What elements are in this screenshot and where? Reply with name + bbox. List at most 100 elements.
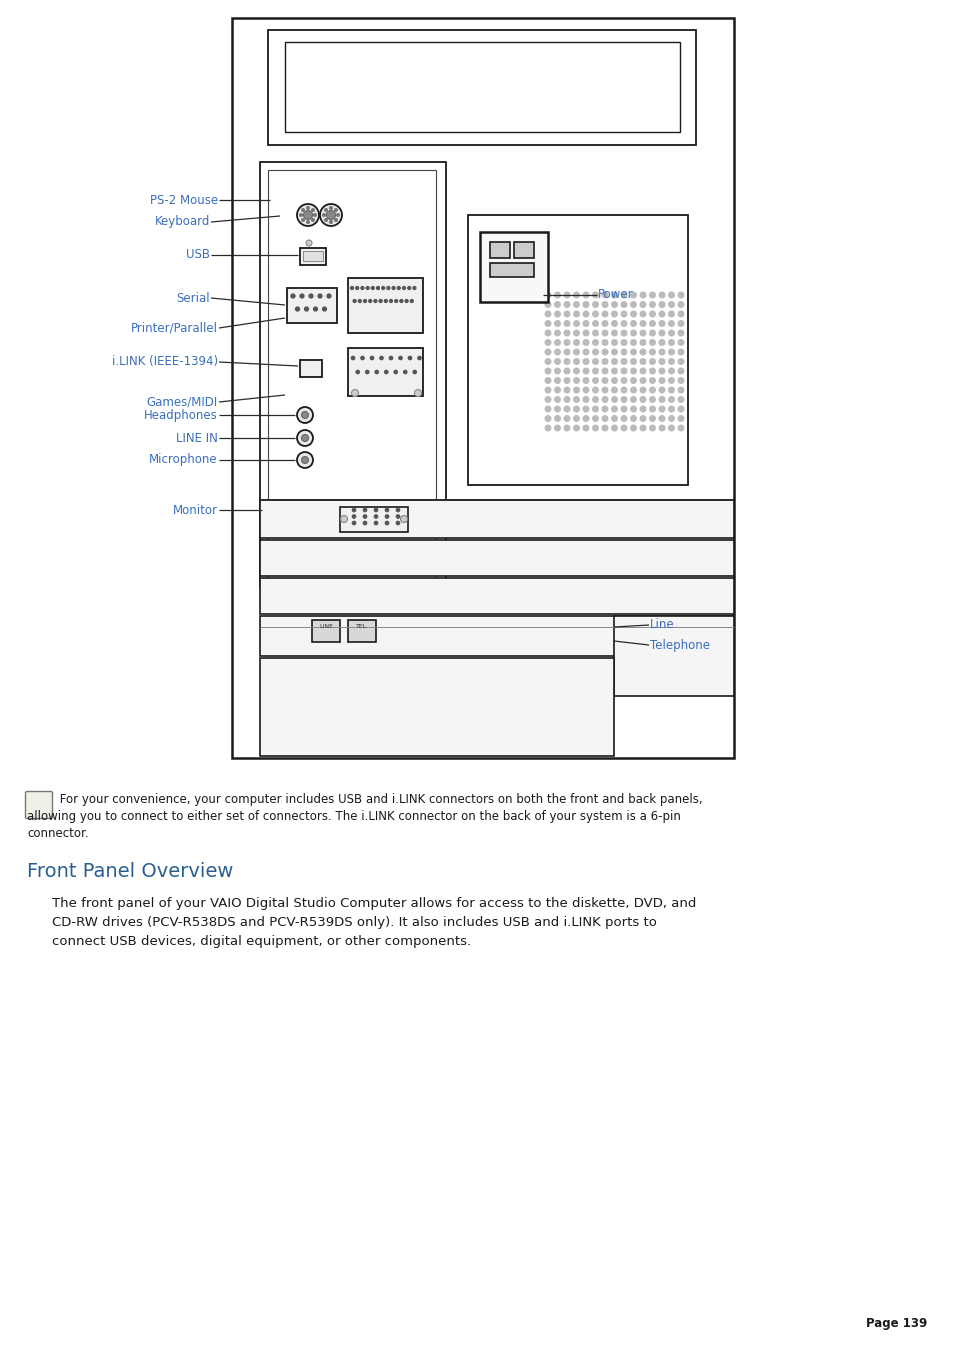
- Text: Printer/Parallel: Printer/Parallel: [131, 322, 218, 335]
- Circle shape: [544, 396, 551, 403]
- Circle shape: [619, 330, 627, 336]
- Circle shape: [648, 405, 656, 412]
- Bar: [514, 242, 534, 258]
- Circle shape: [544, 292, 551, 299]
- Circle shape: [554, 386, 560, 393]
- Circle shape: [405, 300, 408, 303]
- Circle shape: [330, 220, 332, 223]
- Circle shape: [601, 396, 608, 403]
- Circle shape: [352, 508, 355, 512]
- Circle shape: [414, 389, 421, 396]
- Circle shape: [667, 367, 675, 374]
- Circle shape: [413, 286, 416, 289]
- Circle shape: [319, 204, 341, 226]
- Circle shape: [610, 349, 618, 355]
- Circle shape: [648, 311, 656, 317]
- Circle shape: [573, 424, 579, 431]
- Circle shape: [619, 367, 627, 374]
- Circle shape: [544, 320, 551, 327]
- Circle shape: [677, 349, 684, 355]
- Circle shape: [363, 300, 366, 303]
- Circle shape: [582, 301, 589, 308]
- Circle shape: [384, 300, 387, 303]
- Circle shape: [573, 339, 579, 346]
- Circle shape: [619, 386, 627, 393]
- Bar: [614, 616, 733, 696]
- Circle shape: [413, 370, 416, 373]
- Circle shape: [619, 377, 627, 384]
- Circle shape: [573, 377, 579, 384]
- Circle shape: [648, 358, 656, 365]
- Text: Line: Line: [649, 619, 674, 631]
- Circle shape: [639, 405, 646, 412]
- Circle shape: [648, 377, 656, 384]
- Circle shape: [619, 349, 627, 355]
- Circle shape: [363, 515, 366, 517]
- Circle shape: [318, 295, 321, 297]
- Circle shape: [667, 377, 675, 384]
- Circle shape: [658, 386, 665, 393]
- Circle shape: [610, 386, 618, 393]
- Text: Keyboard: Keyboard: [154, 216, 210, 228]
- Circle shape: [403, 370, 406, 373]
- Circle shape: [592, 415, 598, 422]
- Circle shape: [619, 396, 627, 403]
- Text: Page 139: Page 139: [864, 1317, 926, 1329]
- Circle shape: [335, 219, 336, 222]
- Circle shape: [677, 396, 684, 403]
- Circle shape: [358, 300, 361, 303]
- Circle shape: [582, 292, 589, 299]
- Circle shape: [544, 339, 551, 346]
- Circle shape: [322, 213, 325, 216]
- Circle shape: [363, 508, 366, 512]
- Circle shape: [408, 357, 411, 359]
- Circle shape: [677, 367, 684, 374]
- Circle shape: [355, 370, 359, 373]
- Circle shape: [554, 367, 560, 374]
- Circle shape: [544, 424, 551, 431]
- Circle shape: [619, 320, 627, 327]
- Text: LINE IN: LINE IN: [176, 431, 218, 444]
- Circle shape: [296, 204, 318, 226]
- Circle shape: [573, 367, 579, 374]
- Circle shape: [379, 300, 381, 303]
- Circle shape: [563, 405, 570, 412]
- Circle shape: [301, 412, 308, 419]
- Circle shape: [312, 219, 314, 222]
- Circle shape: [389, 357, 392, 359]
- Circle shape: [352, 521, 355, 524]
- Circle shape: [639, 292, 646, 299]
- Circle shape: [619, 339, 627, 346]
- Bar: [232, 18, 733, 758]
- Circle shape: [573, 386, 579, 393]
- Text: LINE: LINE: [318, 624, 333, 628]
- Text: TEL: TEL: [356, 624, 367, 628]
- Circle shape: [366, 286, 369, 289]
- Circle shape: [619, 405, 627, 412]
- Circle shape: [629, 405, 637, 412]
- Circle shape: [582, 358, 589, 365]
- Circle shape: [667, 330, 675, 336]
- Circle shape: [573, 301, 579, 308]
- Text: Microphone: Microphone: [150, 454, 218, 466]
- Circle shape: [592, 311, 598, 317]
- Circle shape: [582, 367, 589, 374]
- Circle shape: [554, 330, 560, 336]
- Circle shape: [601, 405, 608, 412]
- Text: connector.: connector.: [27, 827, 89, 840]
- Circle shape: [375, 515, 377, 517]
- Circle shape: [610, 292, 618, 299]
- Bar: [303, 251, 323, 261]
- Circle shape: [658, 301, 665, 308]
- Circle shape: [619, 358, 627, 365]
- Bar: [287, 288, 336, 323]
- Circle shape: [582, 415, 589, 422]
- Bar: [260, 162, 446, 586]
- Circle shape: [619, 292, 627, 299]
- Circle shape: [677, 377, 684, 384]
- Bar: [490, 263, 534, 277]
- Circle shape: [648, 424, 656, 431]
- Circle shape: [677, 301, 684, 308]
- Text: Games/MIDI: Games/MIDI: [147, 396, 218, 408]
- Circle shape: [296, 407, 313, 423]
